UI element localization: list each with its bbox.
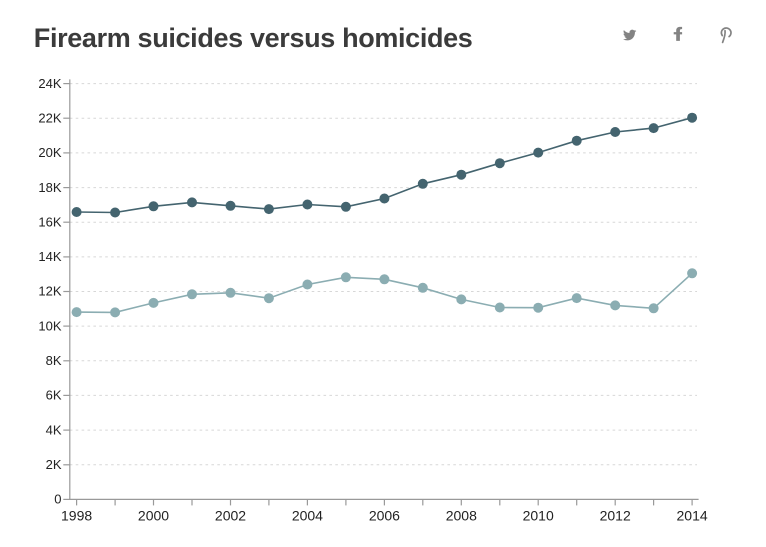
svg-text:6K: 6K: [46, 388, 62, 403]
svg-text:12K: 12K: [38, 284, 61, 299]
svg-text:1998: 1998: [61, 507, 92, 523]
svg-text:Firearm suicides versus homici: Firearm suicides versus homicides: [34, 23, 473, 53]
svg-text:18K: 18K: [38, 180, 61, 195]
svg-text:2004: 2004: [292, 507, 323, 523]
svg-text:2006: 2006: [369, 507, 400, 523]
svg-text:0: 0: [54, 492, 61, 507]
svg-text:20K: 20K: [38, 145, 61, 160]
svg-text:4K: 4K: [46, 422, 62, 437]
svg-text:10K: 10K: [38, 318, 61, 333]
svg-text:2012: 2012: [600, 507, 631, 523]
svg-text:2008: 2008: [446, 507, 477, 523]
svg-text:24K: 24K: [38, 76, 61, 91]
svg-text:16K: 16K: [38, 214, 61, 229]
svg-text:2000: 2000: [138, 507, 169, 523]
svg-text:2010: 2010: [523, 507, 554, 523]
svg-text:2K: 2K: [46, 457, 62, 472]
svg-text:22K: 22K: [38, 111, 61, 126]
svg-text:14K: 14K: [38, 249, 61, 264]
svg-text:2002: 2002: [215, 507, 246, 523]
svg-text:8K: 8K: [46, 353, 62, 368]
svg-text:2014: 2014: [677, 507, 708, 523]
